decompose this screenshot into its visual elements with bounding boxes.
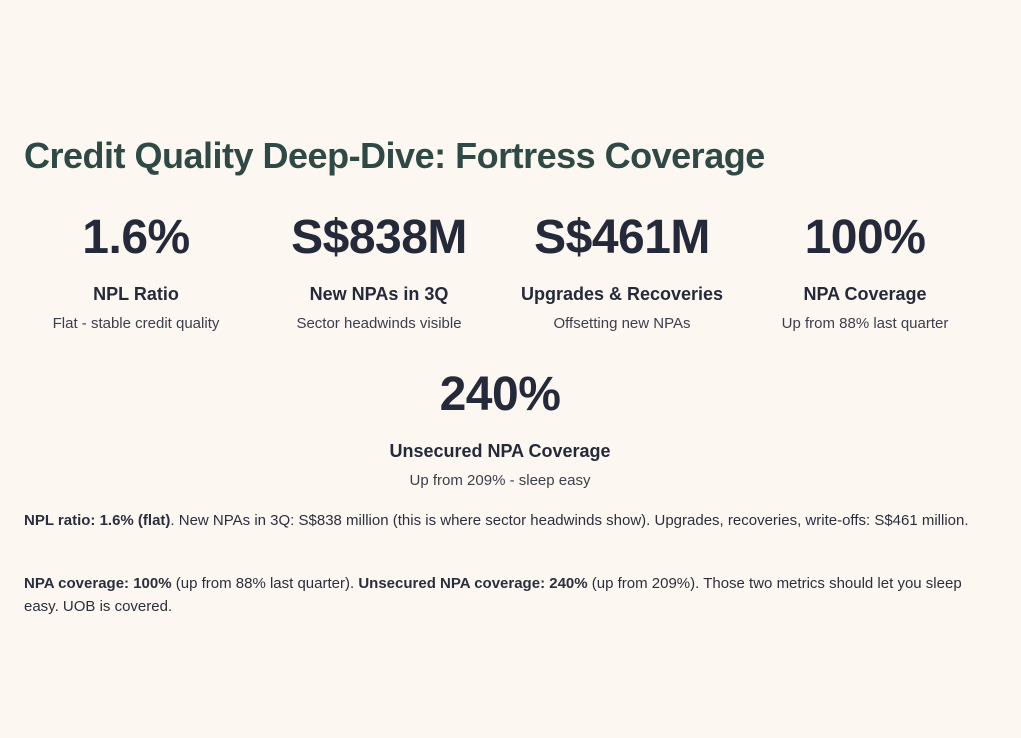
bold-text: Unsecured NPA coverage: 240% xyxy=(358,575,588,592)
page-title: Credit Quality Deep-Dive: Fortress Cover… xyxy=(24,135,765,176)
stat-unsecured-npa-coverage: 240% Unsecured NPA Coverage Up from 209%… xyxy=(380,368,620,491)
stat-value: S$461M xyxy=(534,211,710,264)
summary-paragraph-coverage: NPA coverage: 100% (up from 88% last qua… xyxy=(24,572,984,618)
body-text: (up from 88% last quarter). xyxy=(171,575,359,592)
stat-upgrades-recoveries: S$461M Upgrades & Recoveries Offsetting … xyxy=(502,211,742,334)
stat-value: 1.6% xyxy=(82,211,190,264)
body-text: . New NPAs in 3Q: S$838 million (this is… xyxy=(170,512,969,529)
bold-text: NPL ratio: 1.6% (flat) xyxy=(24,512,171,529)
stat-label: New NPAs in 3Q xyxy=(309,284,449,304)
stat-subtext: Offsetting new NPAs xyxy=(553,315,691,332)
stat-value: 100% xyxy=(804,211,926,264)
stat-new-npas: S$838M New NPAs in 3Q Sector headwinds v… xyxy=(259,211,499,334)
stat-value: 240% xyxy=(439,368,561,421)
stat-subtext: Up from 209% - sleep easy xyxy=(409,472,591,489)
stat-label: Unsecured NPA Coverage xyxy=(389,441,611,461)
stat-subtext: Up from 88% last quarter xyxy=(781,315,949,332)
stat-label: NPA Coverage xyxy=(803,284,927,304)
stat-npl-ratio: 1.6% NPL Ratio Flat - stable credit qual… xyxy=(16,211,256,334)
summary-paragraph-npl: NPL ratio: 1.6% (flat). New NPAs in 3Q: … xyxy=(24,509,984,532)
stat-npa-coverage: 100% NPA Coverage Up from 88% last quart… xyxy=(745,211,985,334)
stat-label: NPL Ratio xyxy=(93,284,179,304)
stat-label: Upgrades & Recoveries xyxy=(520,284,724,304)
stat-subtext: Sector headwinds visible xyxy=(296,315,462,332)
body-text: (up from 209%). Those two metrics should… xyxy=(24,575,962,615)
bold-text: NPA coverage: 100% xyxy=(24,575,172,592)
stat-value: S$838M xyxy=(291,211,467,264)
stat-subtext: Flat - stable credit quality xyxy=(52,315,220,332)
